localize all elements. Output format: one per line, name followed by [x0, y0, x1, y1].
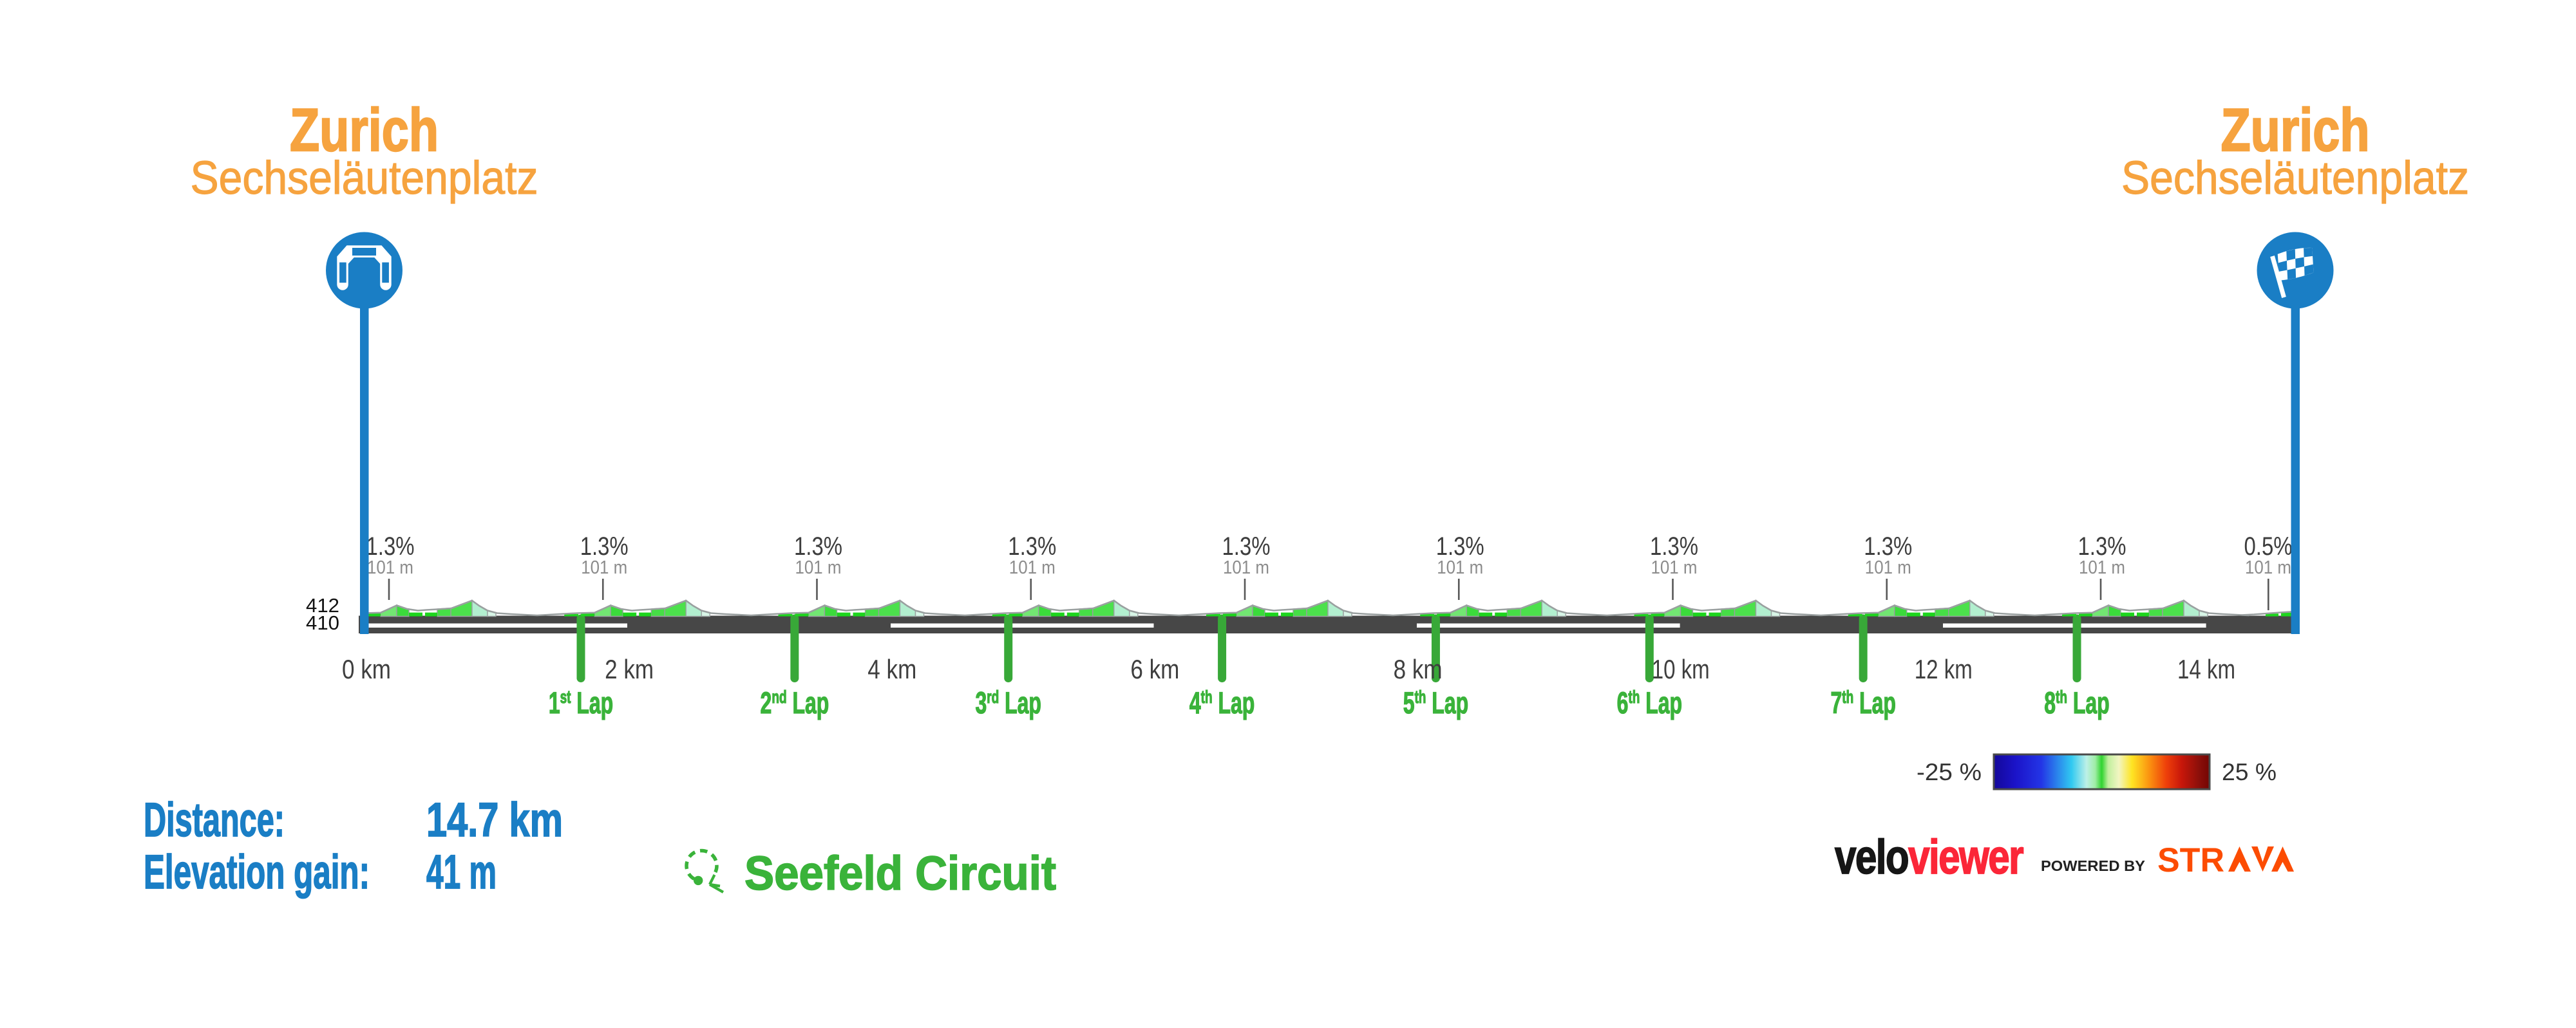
svg-text:1.3%: 1.3%: [794, 532, 842, 561]
svg-text:101 m: 101 m: [581, 557, 627, 578]
svg-text:101 m: 101 m: [1009, 557, 1056, 578]
svg-text:1.3%: 1.3%: [1436, 532, 1484, 561]
svg-text:10 km: 10 km: [1652, 654, 1710, 684]
svg-text:Zurich: Zurich: [2221, 96, 2370, 164]
svg-text:-25 %: -25 %: [1917, 759, 1982, 785]
svg-text:STR: STR: [2157, 841, 2224, 879]
svg-text:25 %: 25 %: [2222, 759, 2277, 785]
svg-text:0 km: 0 km: [342, 654, 391, 684]
svg-text:Zurich: Zurich: [290, 96, 439, 164]
svg-text:1.3%: 1.3%: [1864, 532, 1912, 561]
svg-text:8 km: 8 km: [1394, 654, 1443, 684]
svg-text:0.5%: 0.5%: [2244, 532, 2293, 561]
svg-text:101 m: 101 m: [795, 557, 842, 578]
svg-text:2nd Lap: 2nd Lap: [761, 686, 829, 720]
svg-text:veloviewer: veloviewer: [1835, 830, 2023, 884]
svg-text:3rd Lap: 3rd Lap: [975, 686, 1041, 720]
svg-text:1.3%: 1.3%: [2078, 532, 2126, 561]
svg-text:410: 410: [306, 612, 339, 634]
svg-text:4th Lap: 4th Lap: [1189, 686, 1255, 720]
svg-text:4 km: 4 km: [867, 654, 916, 684]
svg-text:101 m: 101 m: [1865, 557, 1911, 578]
svg-text:101 m: 101 m: [1437, 557, 1483, 578]
svg-text:6 km: 6 km: [1130, 654, 1179, 684]
svg-text:14.7 km: 14.7 km: [426, 793, 563, 846]
svg-text:101 m: 101 m: [2245, 557, 2291, 578]
svg-text:14 km: 14 km: [2177, 654, 2235, 684]
svg-text:8th Lap: 8th Lap: [2044, 686, 2109, 720]
svg-text:1.3%: 1.3%: [366, 532, 415, 561]
svg-text:6th Lap: 6th Lap: [1617, 686, 1682, 720]
svg-text:101 m: 101 m: [367, 557, 413, 578]
svg-text:412: 412: [306, 594, 339, 617]
svg-text:7th Lap: 7th Lap: [1830, 686, 1895, 720]
svg-text:101 m: 101 m: [1223, 557, 1269, 578]
svg-text:41 m: 41 m: [426, 845, 497, 899]
svg-text:Seefeld Circuit: Seefeld Circuit: [744, 846, 1056, 900]
svg-text:Distance:: Distance:: [144, 793, 285, 846]
svg-text:2 km: 2 km: [605, 654, 654, 684]
svg-text:1.3%: 1.3%: [580, 532, 629, 561]
svg-text:1.3%: 1.3%: [1222, 532, 1271, 561]
svg-text:1st Lap: 1st Lap: [549, 686, 613, 720]
svg-text:Elevation gain:: Elevation gain:: [144, 845, 370, 899]
svg-text:1.3%: 1.3%: [1650, 532, 1698, 561]
svg-text:12 km: 12 km: [1915, 654, 1973, 684]
svg-text:Sechseläutenplatz: Sechseläutenplatz: [2121, 153, 2469, 204]
svg-text:5th Lap: 5th Lap: [1403, 686, 1468, 720]
svg-text:POWERED BY: POWERED BY: [2041, 857, 2145, 874]
svg-text:101 m: 101 m: [2079, 557, 2125, 578]
svg-text:Sechseläutenplatz: Sechseläutenplatz: [191, 153, 538, 204]
svg-text:1.3%: 1.3%: [1008, 532, 1056, 561]
svg-text:101 m: 101 m: [1651, 557, 1698, 578]
